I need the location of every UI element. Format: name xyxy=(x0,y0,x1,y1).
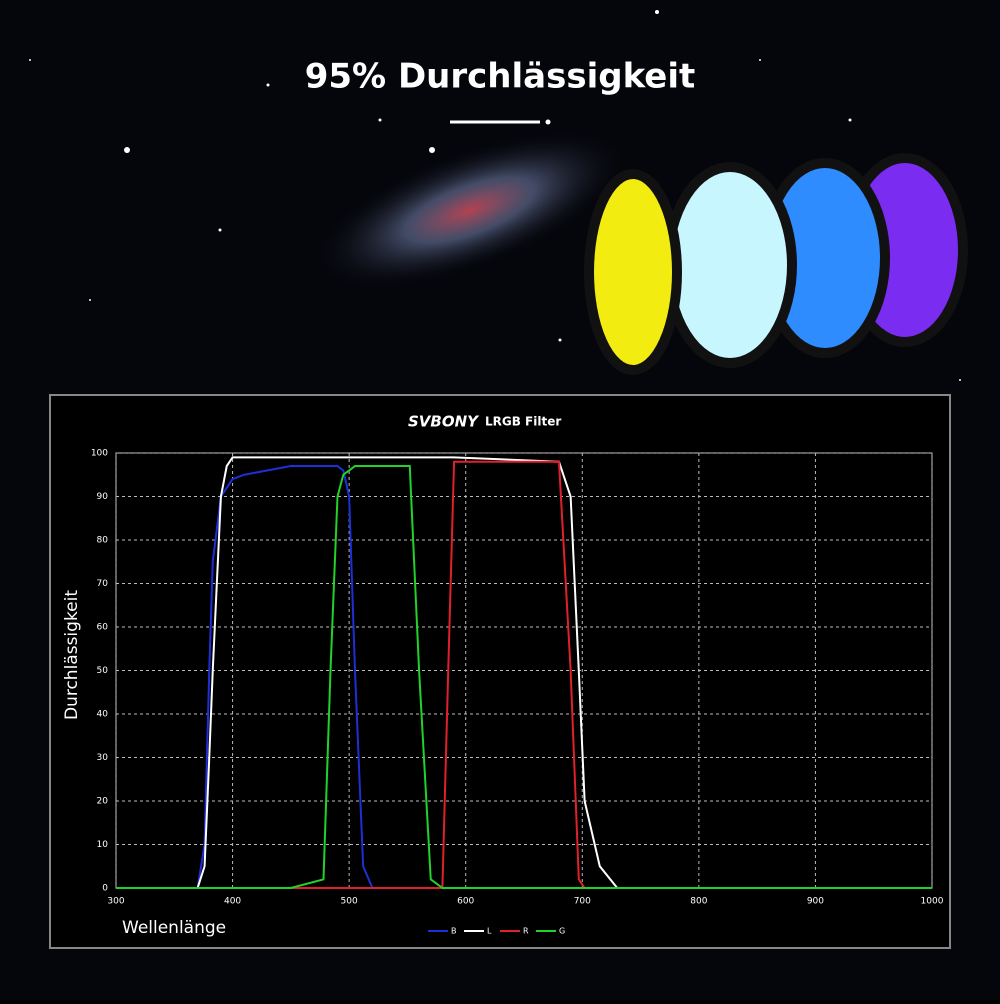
y-tick-label: 70 xyxy=(97,579,109,589)
y-tick-label: 90 xyxy=(97,492,109,502)
legend-label: L xyxy=(487,927,492,936)
x-tick-label: 800 xyxy=(690,897,707,907)
x-tick-label: 500 xyxy=(341,897,358,907)
y-tick-label: 30 xyxy=(97,753,109,763)
x-tick-label: 400 xyxy=(224,897,241,907)
x-tick-label: 700 xyxy=(574,897,591,907)
galaxy xyxy=(308,129,632,291)
y-tick-label: 40 xyxy=(97,710,109,720)
legend-label: G xyxy=(559,927,565,936)
y-tick-label: 10 xyxy=(97,840,109,850)
y-tick-label: 20 xyxy=(97,797,109,807)
divider-dot xyxy=(545,119,551,125)
y-tick-label: 50 xyxy=(97,666,109,676)
y-tick-label: 60 xyxy=(97,623,109,633)
y-axis-label: Durchlässigkeit xyxy=(62,590,82,720)
series-line xyxy=(116,465,932,889)
x-tick-label: 1000 xyxy=(921,897,944,907)
legend-label: B xyxy=(451,927,457,936)
legend-label: R xyxy=(523,927,529,936)
brand: SVBONY xyxy=(408,413,480,431)
x-tick-label: 300 xyxy=(107,897,124,907)
y-tick-label: 80 xyxy=(97,536,109,546)
x-axis-label: Wellenlänge xyxy=(122,918,226,938)
x-tick-label: 900 xyxy=(807,897,824,907)
x-tick-label: 600 xyxy=(457,897,474,907)
series-line xyxy=(116,456,932,889)
headline: 95% Durchlässigkeit xyxy=(305,57,696,97)
chart-frame xyxy=(49,394,951,949)
filters xyxy=(584,153,968,375)
chart-title: LRGB Filter xyxy=(485,415,561,429)
stars xyxy=(29,10,961,381)
y-tick-label: 100 xyxy=(91,449,108,459)
y-tick-label: 0 xyxy=(102,884,108,894)
